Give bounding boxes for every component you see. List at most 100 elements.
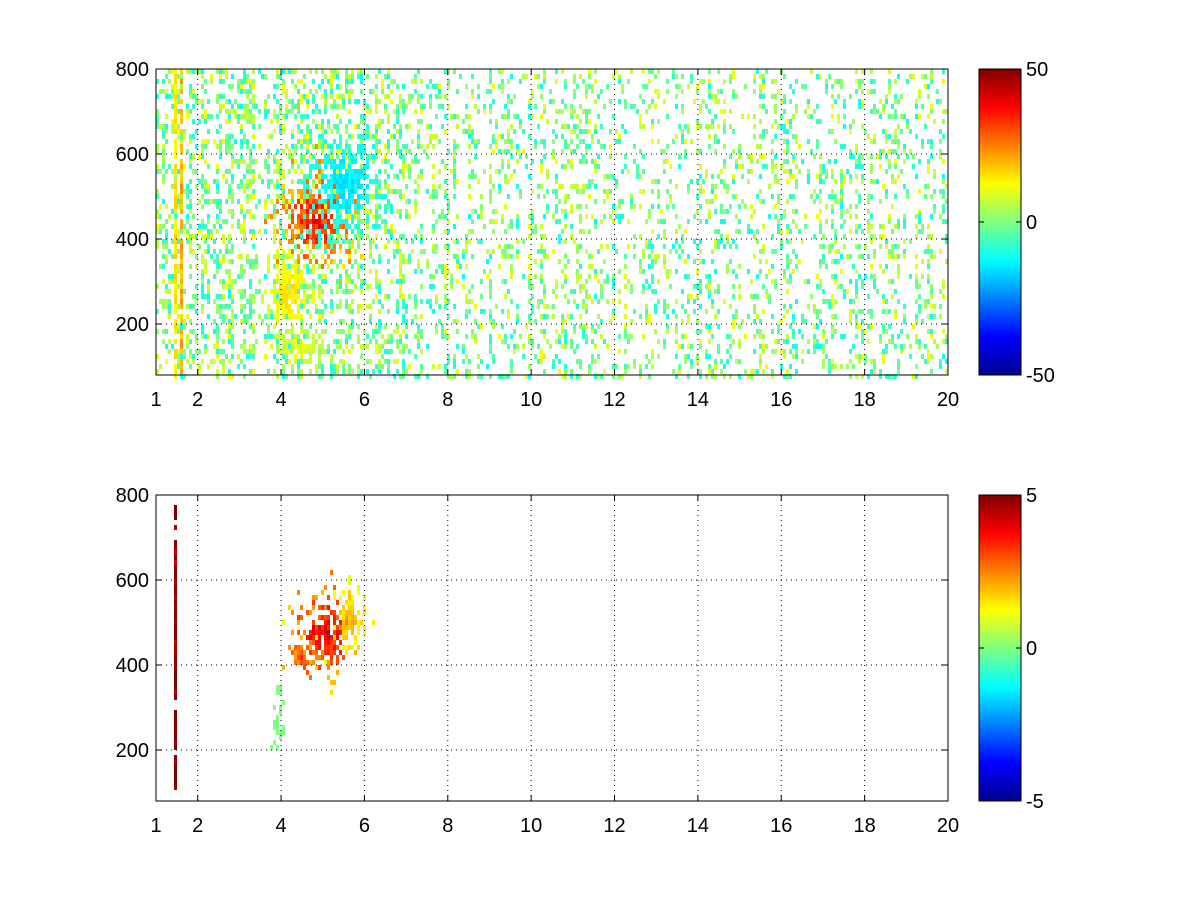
x-tick-label: 6 (359, 815, 370, 837)
heatmap-cell (252, 79, 255, 84)
heatmap-cell (564, 279, 567, 284)
heatmap-cell (534, 259, 537, 264)
heatmap-cell (345, 630, 348, 635)
heatmap-cell (447, 359, 450, 364)
heatmap-cell (819, 219, 822, 224)
heatmap-cell (375, 244, 378, 249)
heatmap-cell (306, 264, 309, 269)
heatmap-cell (348, 199, 351, 204)
heatmap-cell (564, 194, 567, 199)
heatmap-cell (756, 229, 759, 234)
heatmap-cell (309, 234, 312, 239)
heatmap-cell (204, 109, 207, 114)
heatmap-cell (321, 209, 324, 214)
heatmap-cell (270, 214, 273, 219)
heatmap-cell (174, 119, 177, 124)
heatmap-cell (297, 615, 300, 620)
heatmap-cell (396, 249, 399, 254)
heatmap-cell (705, 309, 708, 314)
heatmap-cell (204, 144, 207, 149)
heatmap-cell (486, 249, 489, 254)
heatmap-cell (708, 134, 711, 139)
heatmap-cell (738, 284, 741, 289)
heatmap-cell (369, 179, 372, 184)
heatmap-cell (372, 144, 375, 149)
heatmap-cell (444, 129, 447, 134)
heatmap-cell (342, 174, 345, 179)
heatmap-cell (165, 304, 168, 309)
heatmap-cell (429, 99, 432, 104)
heatmap-cell (354, 284, 357, 289)
heatmap-cell (174, 695, 177, 700)
heatmap-cell (348, 590, 351, 595)
heatmap-cell (645, 309, 648, 314)
heatmap-cell (264, 74, 267, 79)
heatmap-cell (429, 299, 432, 304)
heatmap-cell (324, 189, 327, 194)
heatmap-cell (348, 79, 351, 84)
heatmap-cell (822, 329, 825, 334)
heatmap-cell (201, 179, 204, 184)
heatmap-cell (453, 239, 456, 244)
heatmap-cell (180, 179, 183, 184)
heatmap-cell (240, 114, 243, 119)
heatmap-cell (918, 309, 921, 314)
heatmap-cell (177, 229, 180, 234)
heatmap-cell (762, 79, 765, 84)
heatmap-cell (480, 309, 483, 314)
heatmap-cell (378, 279, 381, 284)
heatmap-cell (543, 284, 546, 289)
heatmap-cell (849, 319, 852, 324)
heatmap-cell (393, 254, 396, 259)
heatmap-cell (174, 615, 177, 620)
heatmap-cell (264, 109, 267, 114)
heatmap-cell (555, 279, 558, 284)
heatmap-cell (324, 349, 327, 354)
heatmap-cell (561, 164, 564, 169)
heatmap-cell (336, 129, 339, 134)
heatmap-cell (444, 214, 447, 219)
heatmap-cell (489, 254, 492, 259)
heatmap-cell (711, 249, 714, 254)
heatmap-cell (834, 364, 837, 369)
heatmap-cell (945, 359, 948, 364)
heatmap-cell (804, 319, 807, 324)
heatmap-cell (204, 114, 207, 119)
heatmap-cell (819, 259, 822, 264)
heatmap-cell (228, 274, 231, 279)
heatmap-cell (738, 204, 741, 209)
heatmap-cell (855, 244, 858, 249)
heatmap-cell (420, 299, 423, 304)
heatmap-cell (246, 139, 249, 144)
heatmap-cell (177, 194, 180, 199)
heatmap-cell (381, 354, 384, 359)
heatmap-cell (873, 104, 876, 109)
heatmap-cell (483, 169, 486, 174)
heatmap-cell (708, 369, 711, 374)
heatmap-cell (174, 770, 177, 775)
heatmap-cell (348, 169, 351, 174)
heatmap-cell (354, 640, 357, 645)
heatmap-cell (765, 364, 768, 369)
heatmap-cell (174, 670, 177, 675)
heatmap-cell (879, 199, 882, 204)
heatmap-cell (453, 149, 456, 154)
heatmap-cell (588, 364, 591, 369)
heatmap-cell (441, 269, 444, 274)
heatmap-cell (567, 314, 570, 319)
heatmap-cell (330, 354, 333, 359)
heatmap-cell (687, 374, 690, 379)
heatmap-cell (342, 369, 345, 374)
heatmap-cell (171, 209, 174, 214)
heatmap-cell (939, 129, 942, 134)
heatmap-cell (915, 299, 918, 304)
heatmap-cell (855, 214, 858, 219)
heatmap-cell (858, 104, 861, 109)
heatmap-cell (357, 374, 360, 379)
heatmap-cell (651, 69, 654, 74)
heatmap-cell (531, 94, 534, 99)
heatmap-cell (351, 595, 354, 600)
heatmap-cell (408, 94, 411, 99)
heatmap-cell (174, 655, 177, 660)
heatmap-cell (189, 139, 192, 144)
